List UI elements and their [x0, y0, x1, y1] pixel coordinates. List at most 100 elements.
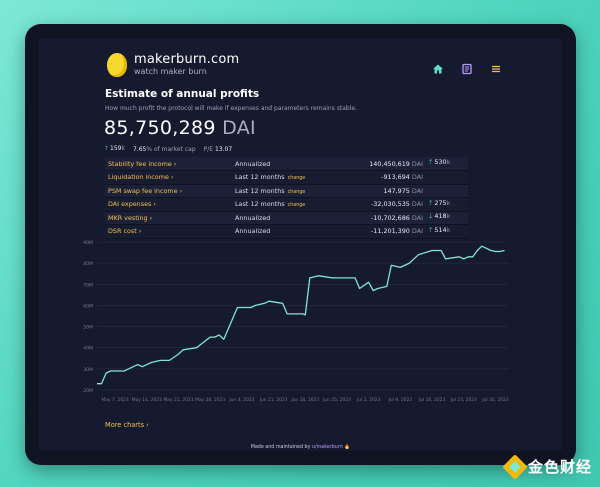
annual-profit-value: 85,750,289 DAI	[104, 117, 256, 139]
arrow-up-icon: 🡑	[429, 158, 433, 166]
pe-value: 13.07	[215, 145, 233, 153]
chevron-right-icon: ›	[170, 173, 174, 182]
stat-change-value: 159	[110, 145, 122, 152]
y-tick-label: 40M	[83, 346, 93, 352]
x-tick-label: May 7, 2023	[101, 397, 128, 403]
row-label[interactable]: Stability fee income ›	[108, 159, 177, 168]
stat-market-cap: 7.65% of market cap	[133, 146, 196, 153]
stat-change: 🡑 159k	[105, 144, 125, 154]
row-label[interactable]: DSR cost ›	[108, 227, 142, 236]
watermark-logo-icon	[502, 453, 528, 480]
row-delta: 🡑 275k	[429, 198, 451, 207]
table-row[interactable]: MKR vesting › Annualized -10,702,686 DAI…	[105, 211, 468, 225]
top-nav	[432, 60, 502, 75]
chevron-right-icon: ›	[153, 200, 156, 209]
x-tick-label: Jul 9, 2023	[388, 397, 413, 403]
row-label[interactable]: MKR vesting ›	[108, 213, 153, 222]
change-link[interactable]: change	[287, 203, 306, 209]
page-title: Estimate of annual profits	[105, 88, 260, 100]
footer-author-link[interactable]: u/makerburn	[311, 445, 343, 450]
pe-label: P/E	[203, 145, 214, 153]
footer: Made and maintained by u/makerburn 🔥	[39, 445, 562, 450]
row-delta: 🡓 418k	[429, 212, 451, 221]
page-subtitle: How much profit the protocol will make i…	[105, 105, 357, 112]
change-link[interactable]: change	[287, 176, 306, 182]
watermark: 金色财经	[502, 453, 592, 480]
table-row[interactable]: DSR cost › Annualized -11,201,390 DAI 🡑 …	[105, 224, 468, 238]
y-tick-label: 20M	[83, 388, 93, 394]
y-tick-label: 80M	[83, 261, 93, 267]
row-period: Last 12 months change	[235, 173, 306, 182]
home-icon[interactable]	[432, 60, 444, 74]
row-amount: -10,702,686 DAI	[370, 213, 423, 222]
watermark-text: 金色财经	[527, 458, 592, 476]
y-tick-label: 90M	[83, 240, 93, 246]
row-delta	[426, 171, 468, 185]
table-row[interactable]: DAI expenses › Last 12 months change -32,…	[105, 197, 468, 211]
arrow-down-icon: 🡓	[429, 212, 433, 221]
stat-change-unit: k	[121, 145, 125, 152]
row-delta: 🡑 530k	[429, 158, 451, 166]
chevron-right-icon: ›	[149, 213, 153, 222]
device-frame: makerburn.com watch maker burn Estimate …	[25, 24, 576, 465]
table-row[interactable]: Stability fee income › Annualized 140,45…	[105, 157, 468, 171]
chevron-right-icon: ›	[173, 159, 177, 168]
arrow-up-icon: 🡑	[105, 145, 109, 152]
profit-unit: DAI	[222, 117, 256, 139]
fire-icon: 🔥	[344, 445, 351, 450]
brand-tagline: watch maker burn	[134, 67, 207, 76]
x-tick-label: Jul 30, 2023	[481, 397, 508, 403]
x-tick-label: May 28, 2023	[195, 397, 225, 403]
more-charts-link[interactable]: More charts ›	[105, 421, 149, 429]
x-tick-label: Jun 11, 2023	[259, 397, 288, 403]
y-tick-label: 60M	[83, 303, 93, 309]
x-tick-label: Jul 16, 2023	[418, 397, 445, 403]
y-tick-label: 30M	[83, 367, 93, 373]
maker-drop-icon	[107, 53, 127, 77]
document-icon[interactable]	[461, 60, 473, 75]
chevron-right-icon: ›	[146, 421, 149, 429]
y-tick-label: 70M	[83, 282, 93, 288]
x-tick-label: Jun 18, 2023	[290, 397, 319, 403]
change-link[interactable]: change	[287, 189, 306, 195]
table-row[interactable]: Liquidation income › Last 12 months chang…	[105, 170, 468, 185]
row-period: Annualized	[235, 213, 271, 222]
x-tick-label: May 21, 2023	[163, 397, 193, 403]
chevron-right-icon: ›	[138, 227, 142, 236]
row-amount: -11,201,390 DAI	[370, 227, 423, 236]
more-charts-label: More charts	[105, 421, 145, 429]
profit-line-chart[interactable]: 90M 80M 70M 60M 50M 40M 30M 20M May 7, 2023 May 1…	[49, 236, 519, 411]
arrow-up-icon: 🡑	[429, 198, 433, 207]
x-tick-label: May 14, 2023	[132, 397, 162, 403]
row-period: Last 12 months change	[235, 186, 306, 195]
arrow-up-icon: 🡑	[429, 225, 433, 234]
profit-number: 85,750,289	[104, 117, 216, 139]
row-label[interactable]: PSM swap fee income ›	[108, 186, 183, 195]
market-cap-label: % of market cap	[146, 145, 196, 153]
row-period: Annualized	[235, 227, 271, 236]
row-label[interactable]: Liquidation income ›	[108, 173, 174, 182]
x-tick-label: Jun 4, 2023	[228, 397, 254, 403]
row-delta	[426, 184, 468, 198]
y-tick-label: 50M	[83, 325, 93, 331]
row-delta: 🡑 514k	[429, 225, 451, 234]
app-screen: makerburn.com watch maker burn Estimate …	[39, 38, 562, 451]
row-period: Last 12 months change	[235, 200, 306, 209]
row-label[interactable]: DAI expenses ›	[108, 200, 156, 209]
profit-stats: 🡑 159k 7.65% of market cap P/E 13.07	[105, 144, 232, 154]
row-amount: 140,450,619 DAI	[369, 159, 423, 168]
series-line[interactable]	[97, 245, 505, 385]
site-logo[interactable]: makerburn.com watch maker burn	[107, 53, 239, 77]
footer-text: Made and maintained by	[250, 445, 312, 450]
menu-icon[interactable]	[490, 60, 502, 73]
row-amount: 147,975 DAI	[383, 186, 423, 195]
row-amount: -32,030,535 DAI	[370, 200, 423, 209]
x-tick-label: Jul 2, 2023	[356, 397, 381, 403]
x-tick-label: Jul 23, 2023	[450, 397, 477, 403]
row-period: Annualized	[235, 159, 271, 168]
market-cap-pct: 7.65	[132, 145, 147, 153]
stat-pe: P/E 13.07	[204, 146, 233, 153]
table-row[interactable]: PSM swap fee income › Last 12 months chan…	[105, 184, 468, 198]
chevron-right-icon: ›	[179, 186, 183, 195]
row-amount: -913,694 DAI	[381, 173, 423, 182]
